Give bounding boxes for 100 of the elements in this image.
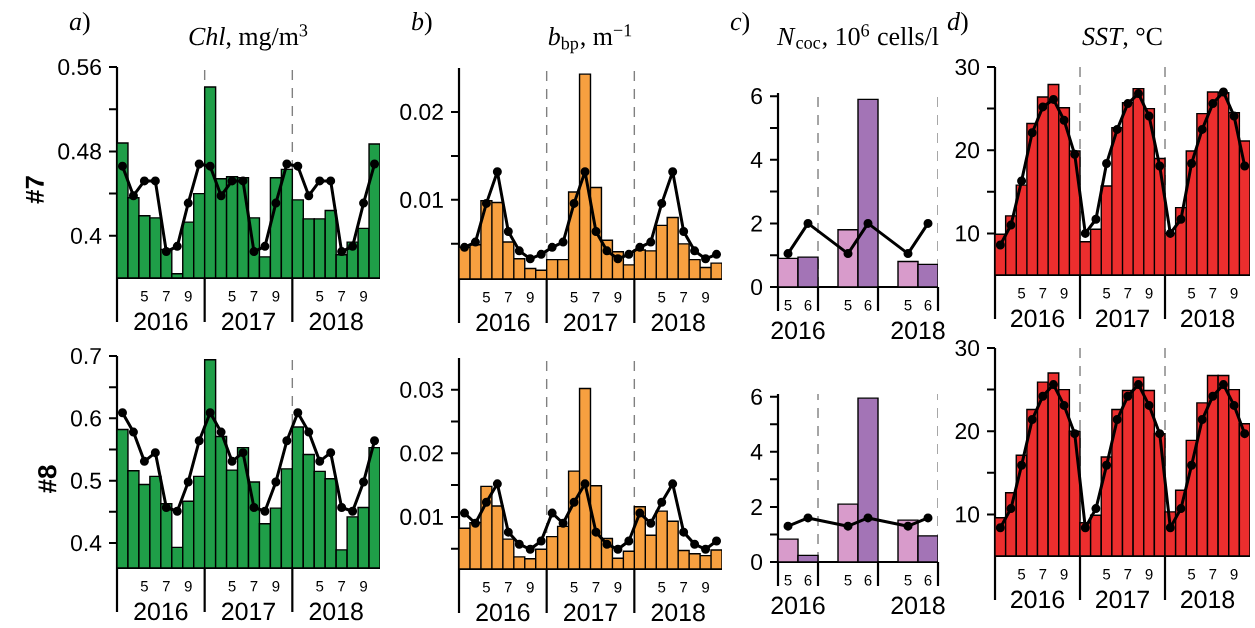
x-tick-label: 5 bbox=[1188, 288, 1196, 299]
point bbox=[1048, 380, 1058, 390]
point bbox=[701, 544, 711, 554]
point bbox=[1027, 415, 1037, 425]
point bbox=[657, 497, 667, 507]
point bbox=[679, 527, 689, 537]
y-tick-label: 20 bbox=[955, 423, 980, 440]
text: 2017 bbox=[1096, 309, 1149, 328]
point bbox=[304, 427, 314, 437]
point bbox=[459, 508, 469, 518]
x-tick-label: 5 bbox=[904, 300, 912, 311]
y-axis-title: #7 bbox=[25, 176, 44, 204]
point bbox=[172, 506, 182, 516]
point bbox=[1176, 504, 1186, 514]
x-tick-label: 5 bbox=[228, 291, 236, 302]
point bbox=[514, 539, 524, 549]
x-tick-label: 9 bbox=[702, 292, 709, 303]
x-tick-label: 6 bbox=[924, 300, 932, 311]
point bbox=[580, 479, 590, 489]
x-tick-label: 9 bbox=[526, 292, 534, 303]
y-tick-label: 6 bbox=[751, 88, 762, 105]
point bbox=[227, 456, 237, 466]
text: 2017 bbox=[222, 312, 275, 331]
point bbox=[1229, 400, 1239, 410]
point bbox=[1070, 429, 1080, 439]
y-tick-label: 0.48 bbox=[58, 143, 101, 160]
point bbox=[370, 159, 380, 169]
point bbox=[238, 448, 248, 458]
x-tick-label: 9 bbox=[360, 581, 367, 592]
point bbox=[481, 198, 491, 208]
x-tick-label: 5 bbox=[1103, 288, 1111, 299]
point bbox=[1112, 415, 1122, 425]
point bbox=[260, 506, 270, 516]
point bbox=[1027, 128, 1037, 138]
x-tick-label: 7 bbox=[504, 292, 512, 303]
x-tick-label: 6 bbox=[864, 300, 872, 311]
y-tick-label: 4 bbox=[750, 151, 763, 168]
x-tick-label: 5 bbox=[1103, 569, 1111, 580]
y-tick-label: 0.01 bbox=[400, 508, 443, 526]
point bbox=[1197, 124, 1207, 134]
x-tick-label: 9 bbox=[702, 582, 709, 593]
chart-title: SST, °C bbox=[1082, 27, 1162, 50]
point bbox=[1006, 504, 1016, 514]
point bbox=[139, 456, 149, 466]
y-tick-label: 10 bbox=[956, 506, 980, 523]
point bbox=[1123, 391, 1133, 401]
point bbox=[249, 503, 259, 513]
x-tick-label: 7 bbox=[162, 581, 170, 592]
text: 2016 bbox=[134, 602, 188, 621]
point bbox=[525, 254, 535, 264]
y-tick-label: 0.4 bbox=[71, 535, 102, 552]
y-tick-label: 0.4 bbox=[71, 227, 102, 244]
x-tick-label: 5 bbox=[658, 582, 666, 593]
x-tick-label: 5 bbox=[316, 291, 324, 302]
text: 2017 bbox=[1096, 590, 1149, 609]
point bbox=[580, 167, 590, 177]
x-tick-label: 9 bbox=[1145, 569, 1153, 580]
point bbox=[635, 242, 645, 252]
text: 2017 bbox=[222, 602, 275, 621]
point bbox=[194, 159, 204, 169]
point bbox=[304, 191, 314, 201]
point bbox=[1176, 214, 1186, 224]
point bbox=[1155, 161, 1165, 171]
point bbox=[1187, 460, 1197, 470]
point bbox=[1133, 89, 1143, 99]
point bbox=[205, 161, 215, 171]
x-tick-label: 7 bbox=[338, 291, 346, 302]
x-tick-label: 9 bbox=[184, 291, 192, 302]
point bbox=[1102, 460, 1112, 470]
point bbox=[1038, 391, 1048, 401]
point bbox=[1038, 102, 1048, 112]
point bbox=[1155, 429, 1165, 439]
point bbox=[536, 536, 546, 546]
text: 2017 bbox=[564, 603, 617, 622]
point bbox=[569, 198, 579, 208]
point bbox=[1017, 460, 1027, 470]
text: 2016 bbox=[1011, 590, 1065, 609]
text: 2018 bbox=[309, 312, 363, 331]
point bbox=[337, 503, 347, 513]
x-tick-label: 5 bbox=[570, 582, 578, 593]
x-tick-label: 9 bbox=[614, 582, 622, 593]
point bbox=[271, 477, 281, 487]
point bbox=[326, 176, 336, 186]
x-tick-label: 5 bbox=[658, 292, 666, 303]
point bbox=[1165, 228, 1175, 238]
y-tick-label: 0.01 bbox=[400, 191, 443, 209]
point bbox=[646, 518, 656, 528]
x-tick-label: 5 bbox=[1018, 288, 1026, 299]
point bbox=[503, 527, 513, 537]
point bbox=[161, 247, 171, 257]
x-tick-label: 7 bbox=[250, 291, 258, 302]
point bbox=[117, 408, 127, 418]
text: 2018 bbox=[891, 596, 945, 615]
x-tick-label: 7 bbox=[1124, 569, 1132, 580]
x-tick-label: 7 bbox=[504, 582, 512, 593]
text: 2018 bbox=[1181, 590, 1235, 609]
x-tick-label: 5 bbox=[570, 292, 578, 303]
chart-subtitle: c) bbox=[730, 12, 750, 36]
text: 2016 bbox=[771, 596, 825, 615]
point bbox=[282, 159, 292, 169]
